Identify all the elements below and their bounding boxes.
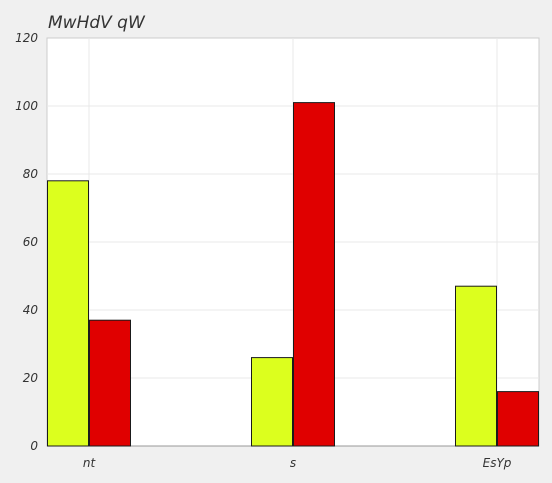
y-tick-label: 40 <box>23 303 39 317</box>
x-axis-tick-labels: nt s EsYp <box>83 456 512 470</box>
y-tick-label: 20 <box>23 371 39 385</box>
bar-nt-series-1 <box>47 180 89 447</box>
y-tick-label: 60 <box>23 235 39 249</box>
y-axis-tick-labels: 0 20 40 60 80 100 120 <box>15 31 38 453</box>
chart-title: MwHdV qW <box>48 13 146 33</box>
bars <box>47 102 539 447</box>
x-tick-label: s <box>290 456 296 470</box>
x-tick-label: nt <box>83 456 97 470</box>
bar-nt-series-2 <box>89 319 131 447</box>
y-tick-label: 0 <box>30 439 38 453</box>
bar-s-series-2 <box>293 102 335 447</box>
bar-s-series-1 <box>251 357 293 447</box>
x-tick-label: EsYp <box>483 456 512 470</box>
y-tick-label: 120 <box>15 31 38 45</box>
y-tick-label: 80 <box>23 167 39 181</box>
bar-EsYp-series-2 <box>497 391 539 447</box>
y-tick-label: 100 <box>15 99 38 113</box>
bar-EsYp-series-1 <box>455 285 497 447</box>
